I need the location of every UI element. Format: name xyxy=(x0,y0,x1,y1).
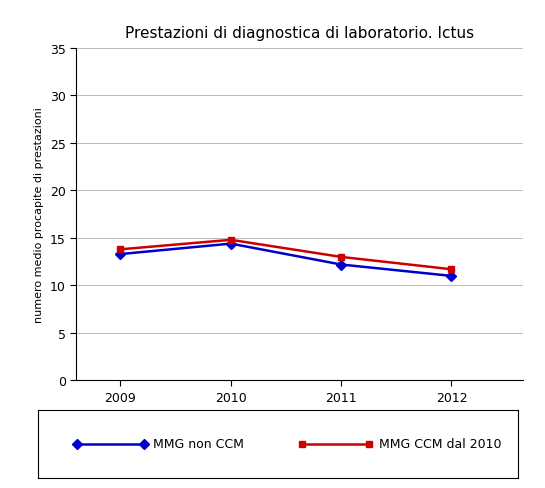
Y-axis label: numero medio procapite di prestazioni: numero medio procapite di prestazioni xyxy=(34,107,45,323)
Line: MMG non CCM: MMG non CCM xyxy=(117,241,455,280)
Line: MMG CCM dal 2010: MMG CCM dal 2010 xyxy=(117,237,455,273)
Text: MMG non CCM: MMG non CCM xyxy=(153,438,244,450)
MMG non CCM xyxy=(338,262,344,268)
MMG CCM dal 2010 xyxy=(117,247,124,253)
MMG CCM dal 2010 xyxy=(227,237,234,243)
MMG CCM dal 2010 xyxy=(448,267,455,273)
MMG CCM dal 2010 xyxy=(338,254,344,260)
Title: Prestazioni di diagnostica di laboratorio. Ictus: Prestazioni di diagnostica di laboratori… xyxy=(125,26,474,41)
MMG non CCM xyxy=(227,241,234,247)
MMG non CCM xyxy=(117,252,124,258)
Text: MMG CCM dal 2010: MMG CCM dal 2010 xyxy=(379,438,501,450)
MMG non CCM xyxy=(448,273,455,279)
